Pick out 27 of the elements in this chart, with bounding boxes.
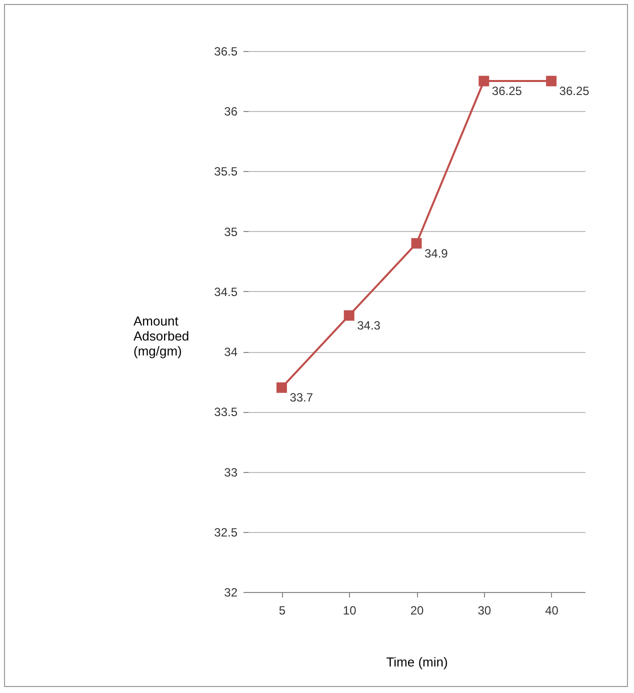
y-tick-label: 33 bbox=[224, 465, 238, 480]
data-label: 36.25 bbox=[492, 84, 522, 98]
y-tick-label: 32 bbox=[224, 586, 238, 600]
y-tick-label: 34 bbox=[224, 345, 238, 360]
y-tick-label: 33.5 bbox=[214, 405, 238, 420]
x-tick-label: 30 bbox=[478, 604, 492, 618]
point bbox=[546, 76, 557, 86]
x-tick-label: 10 bbox=[342, 604, 357, 618]
data-label: 34.3 bbox=[357, 318, 381, 332]
y-tick-label: 36.5 bbox=[214, 44, 238, 58]
point bbox=[478, 76, 490, 86]
point bbox=[344, 310, 354, 321]
point bbox=[411, 238, 422, 249]
x-tick-label: 40 bbox=[545, 604, 559, 618]
y-tick-label: 36 bbox=[224, 104, 238, 119]
y-tick-label: 32.5 bbox=[214, 525, 238, 540]
data-label: 33.7 bbox=[290, 390, 314, 405]
y-tick-label: 34.5 bbox=[214, 284, 238, 299]
x-axis-title: Time (min) bbox=[386, 654, 448, 670]
data-label: 36.25 bbox=[559, 84, 590, 98]
y-tick-label: 35 bbox=[224, 224, 238, 239]
y-tick-label: 35.5 bbox=[214, 164, 238, 179]
point bbox=[276, 382, 287, 393]
x-tick-label: 20 bbox=[410, 604, 424, 618]
x-tick-label: 5 bbox=[278, 604, 286, 618]
data-label: 34.9 bbox=[424, 246, 448, 260]
y-axis-title: Amount Adsorbed (mg/gm) bbox=[134, 314, 190, 358]
